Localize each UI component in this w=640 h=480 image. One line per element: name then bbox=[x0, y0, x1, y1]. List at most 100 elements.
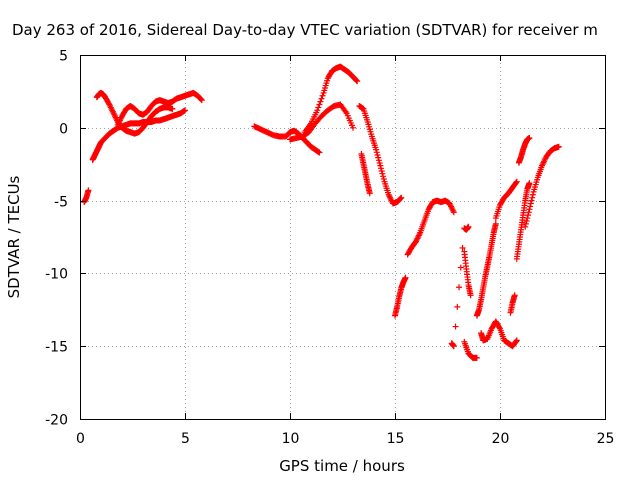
y-tick-label: -20 bbox=[45, 413, 68, 429]
series-11 bbox=[448, 223, 472, 350]
data-point bbox=[353, 77, 360, 84]
x-tick-label: 25 bbox=[597, 431, 615, 447]
data-point bbox=[527, 203, 534, 210]
data-point bbox=[379, 170, 386, 177]
data-point bbox=[373, 149, 380, 156]
data-point bbox=[376, 159, 383, 166]
series-5 bbox=[287, 101, 356, 143]
data-point bbox=[316, 101, 323, 108]
plot-frame bbox=[80, 55, 606, 420]
data-point bbox=[316, 149, 323, 156]
data-point bbox=[524, 215, 531, 222]
data-point bbox=[473, 354, 480, 361]
data-point bbox=[513, 178, 520, 185]
series-10 bbox=[404, 197, 457, 258]
data-point bbox=[314, 107, 321, 114]
y-tick-label: -5 bbox=[54, 195, 68, 211]
data-point bbox=[525, 209, 532, 216]
chart-title: Day 263 of 2016, Sidereal Day-to-day VTE… bbox=[12, 21, 598, 39]
data-point bbox=[525, 212, 531, 219]
data-point bbox=[526, 180, 533, 187]
data-point bbox=[317, 98, 324, 105]
data-point bbox=[319, 92, 326, 99]
data-point bbox=[529, 194, 536, 201]
series-17 bbox=[507, 292, 518, 316]
data-point bbox=[375, 154, 382, 161]
series-16 bbox=[492, 178, 520, 222]
data-point bbox=[452, 323, 459, 330]
data-points bbox=[81, 63, 562, 361]
series-15 bbox=[478, 318, 520, 350]
data-point bbox=[467, 292, 474, 299]
series-20 bbox=[522, 143, 562, 230]
data-point bbox=[454, 303, 461, 310]
data-point bbox=[318, 95, 325, 102]
data-point bbox=[457, 264, 464, 271]
data-point bbox=[528, 197, 535, 204]
series-13 bbox=[461, 338, 480, 361]
series-2 bbox=[93, 89, 176, 137]
y-axis-label: SDTVAR / TECUs bbox=[5, 175, 23, 298]
series-3 bbox=[114, 89, 205, 128]
series-9 bbox=[392, 274, 409, 319]
data-point bbox=[513, 338, 520, 345]
data-point bbox=[354, 78, 361, 85]
data-point bbox=[456, 284, 463, 291]
data-point bbox=[182, 107, 188, 114]
data-point bbox=[378, 165, 384, 172]
data-point bbox=[380, 173, 387, 180]
data-point bbox=[523, 217, 530, 224]
x-tick-label: 0 bbox=[76, 431, 85, 447]
series-7 bbox=[356, 102, 405, 207]
data-point bbox=[375, 157, 382, 164]
grid-lines bbox=[80, 55, 605, 419]
data-point bbox=[366, 190, 373, 197]
data-point bbox=[198, 97, 205, 104]
data-point bbox=[398, 194, 405, 201]
data-point bbox=[169, 105, 176, 112]
axis-ticks: 0 5 10 15 20 25 -20 -15 -10 -5 0 5 bbox=[45, 49, 614, 448]
data-point bbox=[526, 134, 533, 141]
data-point bbox=[492, 220, 499, 227]
y-tick-label: 5 bbox=[59, 49, 68, 65]
series-18 bbox=[513, 180, 533, 262]
data-point bbox=[450, 209, 457, 216]
data-point bbox=[522, 223, 529, 230]
data-point bbox=[511, 292, 518, 299]
data-point bbox=[377, 162, 384, 169]
series-8 bbox=[358, 151, 373, 197]
series-19 bbox=[515, 134, 533, 166]
x-tick-label: 20 bbox=[492, 431, 510, 447]
y-tick-label: -10 bbox=[45, 267, 68, 283]
data-point bbox=[378, 167, 385, 174]
y-tick-label: -15 bbox=[45, 340, 68, 356]
data-point bbox=[496, 324, 503, 331]
data-point bbox=[85, 187, 92, 194]
data-point bbox=[198, 96, 205, 103]
data-point bbox=[526, 206, 533, 213]
data-point bbox=[373, 146, 380, 153]
data-point bbox=[402, 274, 409, 281]
series-6 bbox=[301, 63, 361, 136]
data-point bbox=[513, 337, 520, 344]
data-point bbox=[315, 104, 322, 111]
series-0 bbox=[81, 187, 92, 206]
data-point bbox=[465, 223, 472, 230]
data-point bbox=[450, 343, 457, 350]
data-point bbox=[374, 151, 381, 158]
y-tick-label: 0 bbox=[59, 122, 68, 138]
data-point bbox=[529, 191, 536, 198]
x-axis-label: GPS time / hours bbox=[279, 457, 405, 475]
data-point bbox=[350, 124, 356, 131]
data-point bbox=[459, 244, 466, 251]
data-point bbox=[555, 143, 562, 150]
x-tick-label: 5 bbox=[181, 431, 190, 447]
series-14 bbox=[473, 220, 499, 319]
data-point bbox=[380, 176, 387, 183]
data-point bbox=[522, 220, 529, 227]
data-point bbox=[513, 179, 520, 186]
x-tick-label: 10 bbox=[282, 431, 300, 447]
data-point bbox=[527, 200, 534, 207]
x-tick-label: 15 bbox=[387, 431, 405, 447]
